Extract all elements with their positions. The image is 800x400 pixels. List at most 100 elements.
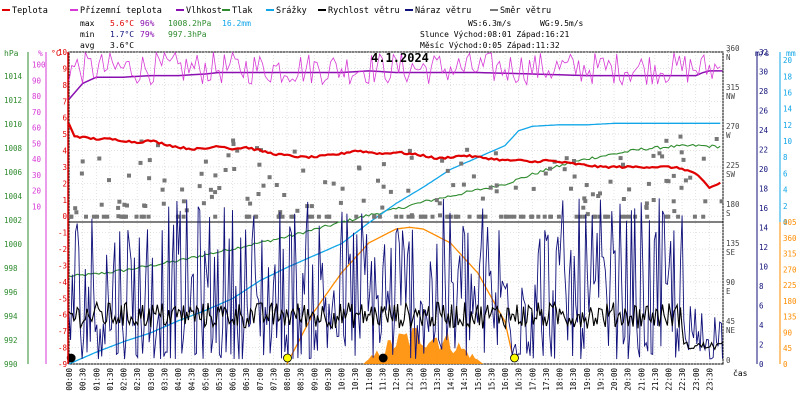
series-point-wind-direction xyxy=(143,204,148,208)
series-point-wind-direction xyxy=(590,192,595,197)
tick-label-solar: 90 xyxy=(783,328,793,337)
series-point-wind-direction xyxy=(621,162,625,167)
tick-label-x: 12:00 xyxy=(392,368,401,391)
series-point-wind-direction xyxy=(125,203,129,208)
moon-marker xyxy=(378,353,388,363)
series-point-wind-direction xyxy=(139,214,144,219)
series-point-wind-direction xyxy=(572,174,577,179)
tick-label-dir: 0 xyxy=(726,356,731,365)
tick-label-temp: 5 xyxy=(62,130,67,139)
series-point-wind-direction xyxy=(407,148,412,153)
series-point-wind-direction xyxy=(471,174,476,179)
series-point-wind-direction xyxy=(644,201,649,206)
series-point-wind-direction xyxy=(406,214,411,219)
tick-label-hpa: 998 xyxy=(4,264,18,273)
tick-label-mm: 6 xyxy=(783,169,788,178)
series-point-wind-direction xyxy=(292,149,297,154)
tick-label-dir-compass: N xyxy=(726,53,731,62)
series-point-wind-direction xyxy=(324,214,329,219)
tick-label-x: 03:30 xyxy=(160,368,169,391)
stats-block: max 5.6°C 96% 1008.2hPa 16.2mm min 1.7°C 79% 997… xyxy=(80,19,584,50)
sun-marker xyxy=(283,353,292,363)
tick-label-mm: 4 xyxy=(783,186,788,195)
tick-label-temp: -7 xyxy=(58,327,67,336)
tick-label-dir-compass: SW xyxy=(726,170,736,179)
tick-label-x: 06:30 xyxy=(242,368,251,391)
tick-label-x: 19:30 xyxy=(596,368,605,391)
legend-label: Vlhkost xyxy=(186,6,222,16)
series-point-wind-direction xyxy=(480,196,485,201)
tick-label-x: 13:30 xyxy=(433,368,442,391)
tick-label-dir-compass: E xyxy=(726,287,731,296)
tick-label-x: 06:00 xyxy=(229,368,238,391)
tick-label-hpa: 1008 xyxy=(4,144,23,153)
series-point-wind-direction xyxy=(683,178,688,183)
series-point-wind-direction xyxy=(295,208,300,213)
series-point-wind-direction xyxy=(692,214,697,219)
tick-label-hpa: 1012 xyxy=(4,96,22,105)
series-point-wind-direction xyxy=(289,214,294,219)
series-point-wind-direction xyxy=(651,198,656,202)
series-point-wind-direction xyxy=(513,185,518,190)
tick-label-temp: -2 xyxy=(58,245,67,254)
series-point-wind-direction xyxy=(331,181,336,186)
series-point-wind-direction xyxy=(542,214,547,219)
series-point-wind-direction xyxy=(494,189,499,194)
stats-value: 1.7°C xyxy=(110,30,134,39)
tick-label-solar: 405 xyxy=(783,218,797,227)
tick-label-x: 13:00 xyxy=(419,368,428,391)
tick-label-hpa: 992 xyxy=(4,336,18,345)
series-point-wind-direction xyxy=(245,214,250,219)
tick-label-dir-compass: NW xyxy=(726,92,736,101)
series-point-wind-direction xyxy=(645,214,650,219)
tick-label-hpa: 1002 xyxy=(4,216,22,225)
tick-label-pct: 10 xyxy=(32,202,42,211)
tick-label-x: 01:00 xyxy=(92,368,101,391)
series-point-wind-direction xyxy=(307,214,312,219)
series-point-wind-direction xyxy=(512,214,517,219)
tick-label-x: 00:00 xyxy=(65,368,74,391)
series-point-wind-direction xyxy=(79,171,84,176)
tick-label-hpa: 990 xyxy=(4,360,18,369)
tick-label-ms: 16 xyxy=(759,204,769,213)
series-point-wind-direction xyxy=(208,187,213,192)
sun-marker xyxy=(510,353,519,363)
series-point-wind-direction xyxy=(476,214,481,219)
tick-label-temp: 4 xyxy=(62,147,67,156)
series-point-wind-direction xyxy=(340,186,345,191)
series-point-wind-direction xyxy=(461,182,466,187)
tick-label-x: 00:30 xyxy=(79,368,88,391)
tick-label-temp: -3 xyxy=(58,261,67,270)
tick-label-x: 22:30 xyxy=(678,368,687,391)
series-point-wind-direction xyxy=(418,214,423,219)
tick-label-ms: 28 xyxy=(759,87,769,96)
series-point-wind-direction xyxy=(256,192,261,196)
chart-title: 4.1.2024 xyxy=(371,51,429,65)
tick-label-solar: 225 xyxy=(783,281,797,290)
series-point-wind-direction xyxy=(217,186,222,190)
series-point-wind-direction xyxy=(664,214,669,219)
tick-label-pct: 30 xyxy=(32,171,42,180)
tick-label-hpa: 1004 xyxy=(4,192,23,201)
series-point-wind-direction xyxy=(701,214,706,219)
tick-label-solar: 45 xyxy=(783,344,792,353)
series-point-wind-direction xyxy=(620,214,625,219)
stats-value: max xyxy=(80,19,95,28)
series-layer xyxy=(66,51,724,365)
series-point-wind-direction xyxy=(274,183,279,187)
series-point-wind-direction xyxy=(394,214,399,219)
axis-label-x: čas xyxy=(733,368,748,378)
series-point-wind-direction xyxy=(445,168,450,173)
series-point-wind-direction xyxy=(569,186,573,191)
series-point-wind-direction xyxy=(597,214,602,219)
series-point-wind-direction xyxy=(372,214,377,219)
stats-sun: Slunce Východ:08:01 Západ:16:21 xyxy=(420,30,569,39)
series-line-humidity xyxy=(68,70,723,100)
series-point-wind-direction xyxy=(672,209,677,214)
series-point-wind-direction xyxy=(354,214,359,219)
tick-label-ms: 2 xyxy=(759,341,764,350)
tick-label-solar: 360 xyxy=(783,234,797,243)
tick-label-temp: 2 xyxy=(62,179,67,188)
series-point-wind-direction xyxy=(267,175,272,180)
series-point-wind-direction xyxy=(209,194,214,199)
